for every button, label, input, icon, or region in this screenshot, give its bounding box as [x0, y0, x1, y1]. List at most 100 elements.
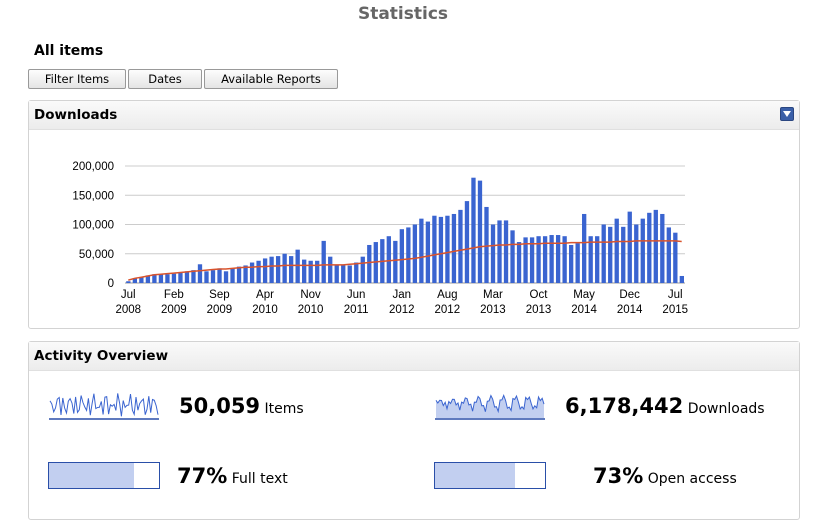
bar: [367, 244, 372, 283]
bar: [666, 227, 671, 283]
filter-items-button[interactable]: Filter Items: [28, 69, 126, 89]
fulltext-progress-fill: [49, 463, 134, 488]
bar: [445, 215, 450, 283]
page-title: Statistics: [357, 4, 449, 24]
x-tick-year: 2014: [617, 304, 643, 316]
bar: [640, 218, 645, 283]
downloads-panel: Downloads 0 50,000 100,000 150,000 200,000 Ju…: [28, 100, 800, 329]
x-tick-month: Mar: [483, 289, 503, 301]
bar: [178, 272, 183, 283]
bar: [542, 236, 548, 283]
bar: [217, 268, 222, 283]
y-tick-label: 100,000: [72, 220, 114, 232]
bar: [315, 260, 320, 283]
bar: [595, 236, 600, 283]
downloads-chart: 0 50,000 100,000 150,000 200,000 Jul 2008 Feb 20…: [72, 161, 688, 316]
bar: [510, 230, 515, 283]
bar: [673, 232, 678, 283]
x-tick-year: 2012: [435, 304, 461, 316]
bar: [191, 270, 196, 283]
openaccess-label: Open access: [647, 471, 737, 487]
bar: [210, 270, 216, 283]
bar: [139, 277, 144, 283]
bar: [647, 212, 652, 283]
bar: [653, 209, 658, 283]
bar: [295, 249, 300, 283]
triangle-down-icon[interactable]: [780, 107, 794, 121]
bar: [158, 274, 164, 283]
x-tick-month: Apr: [256, 289, 274, 301]
bar: [197, 264, 203, 283]
bar: [354, 262, 359, 283]
x-tick-year: 2013: [480, 304, 506, 316]
bar: [575, 243, 580, 283]
bar: [132, 278, 138, 283]
bar: [184, 271, 190, 283]
bar: [621, 226, 626, 283]
x-tick-year: 2012: [389, 304, 415, 316]
bar: [386, 236, 391, 283]
x-tick-month: Oct: [530, 289, 549, 301]
bar: [262, 258, 268, 283]
bar: [516, 242, 522, 283]
bar: [406, 227, 411, 283]
openaccess-progress-bar: [434, 462, 546, 489]
bar: [568, 244, 574, 283]
x-tick-month: Nov: [300, 289, 321, 301]
bar: [152, 274, 157, 283]
activity-panel-title: Activity Overview: [34, 348, 169, 364]
items-sparkline: [49, 393, 159, 420]
bar: [282, 253, 287, 283]
bar: [471, 177, 476, 283]
bar: [145, 275, 151, 283]
sparkline-line: [49, 393, 159, 417]
bar: [497, 220, 502, 283]
x-tick-year: 2008: [115, 304, 141, 316]
bar: [660, 213, 665, 283]
bar: [302, 259, 307, 283]
fulltext-percent: 77%: [177, 464, 228, 488]
x-tick-year: 2010: [252, 304, 278, 316]
bar: [608, 226, 613, 283]
dates-button[interactable]: Dates: [128, 69, 202, 89]
bar: [451, 213, 457, 283]
bar: [484, 206, 489, 283]
x-tick-month: Feb: [164, 289, 184, 301]
bar: [243, 265, 248, 283]
activity-panel: Activity Overview 50,059 Items 6,178,442…: [28, 341, 800, 520]
x-tick-month: Aug: [437, 289, 457, 301]
x-tick-year: 2013: [526, 304, 552, 316]
x-tick-month: Dec: [619, 289, 640, 301]
x-tick-month: Sep: [209, 289, 229, 301]
available-reports-button[interactable]: Available Reports: [204, 69, 338, 89]
bar: [555, 235, 561, 283]
bar: [458, 209, 463, 283]
x-tick-year: 2011: [344, 304, 369, 316]
bar: [275, 256, 281, 283]
bar: [393, 240, 398, 283]
y-tick-label: 50,000: [79, 249, 114, 261]
bar: [341, 265, 346, 283]
bar: [126, 281, 131, 283]
bar: [412, 224, 418, 283]
y-tick-label: 200,000: [72, 161, 114, 173]
bar: [562, 236, 567, 283]
bar: [171, 273, 177, 283]
bar: [588, 236, 593, 283]
bar: [438, 216, 444, 283]
bar: [432, 215, 437, 283]
trend-line: [128, 240, 682, 281]
items-stat: 50,059 Items: [179, 394, 304, 418]
items-label: Items: [264, 401, 304, 417]
bar: [223, 271, 229, 283]
bar: [503, 220, 509, 283]
x-tick-month: Jul: [121, 289, 136, 301]
items-count: 50,059: [179, 394, 261, 418]
section-title: All items: [34, 43, 104, 59]
downloads-panel-header: Downloads: [29, 101, 799, 130]
bar: [360, 256, 365, 283]
downloads-count: 6,178,442: [565, 394, 684, 418]
bar: [523, 237, 528, 283]
bar: [236, 266, 242, 283]
bar: [321, 240, 326, 283]
